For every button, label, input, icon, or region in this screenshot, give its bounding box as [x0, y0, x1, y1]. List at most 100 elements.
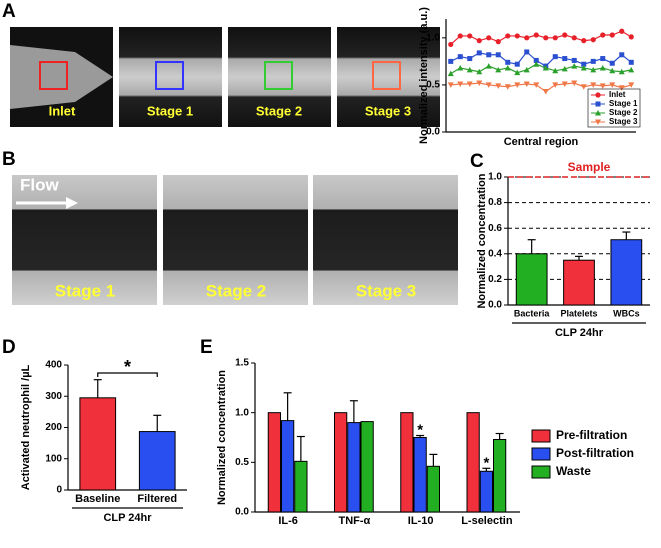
image-label: Stage 3	[365, 103, 411, 118]
legend-label: Stage 1	[609, 99, 638, 108]
point	[485, 82, 492, 88]
annotation: Sample	[568, 160, 611, 174]
point	[486, 52, 492, 58]
point	[476, 80, 483, 87]
bar	[281, 420, 295, 513]
point	[609, 82, 616, 88]
image-label: Stage 1	[147, 103, 193, 118]
point	[467, 56, 473, 62]
point	[448, 58, 454, 64]
y-tick-label: 100	[45, 453, 62, 464]
x-tick-label: IL-10	[408, 515, 434, 527]
y-tick-label: 1.0	[426, 32, 440, 43]
point	[600, 32, 606, 38]
y-tick-label: 0.6	[488, 223, 502, 234]
point	[599, 83, 606, 89]
point	[476, 50, 482, 56]
x-tick-label: Platelets	[560, 308, 597, 318]
point	[476, 38, 482, 44]
point	[466, 81, 473, 87]
point	[524, 49, 530, 55]
bar	[267, 412, 281, 513]
bar	[138, 431, 176, 491]
panel-label: B	[2, 149, 16, 170]
x-tick-label: L-selectin	[461, 515, 513, 527]
x-tick-label: Baseline	[75, 493, 120, 505]
point	[495, 52, 501, 58]
legend-label: Post-filtration	[556, 446, 634, 460]
point	[590, 82, 597, 88]
panel-b-images: Flow Stage 1 Stage 2 Stage 3	[12, 175, 458, 305]
point	[609, 67, 616, 74]
point	[542, 89, 549, 95]
bar	[334, 412, 348, 513]
point	[486, 35, 492, 41]
bar	[610, 239, 643, 306]
point	[628, 34, 634, 40]
annotation: *	[483, 454, 489, 471]
point	[514, 33, 520, 39]
image-tile	[119, 27, 222, 127]
legend-label: Stage 3	[609, 117, 638, 126]
point	[467, 33, 473, 39]
point	[495, 83, 502, 89]
point	[457, 81, 464, 87]
point	[514, 61, 520, 67]
roi	[155, 61, 184, 90]
bar	[413, 437, 427, 513]
point	[447, 70, 454, 77]
x-axis-label: Central region	[504, 136, 579, 148]
point	[618, 68, 625, 75]
point	[619, 28, 625, 34]
point	[533, 82, 540, 88]
y-tick-label: 400	[45, 360, 62, 371]
roi	[39, 61, 68, 90]
roi	[372, 61, 401, 90]
bar	[294, 460, 308, 513]
legend-swatch	[531, 429, 551, 443]
y-tick-label: 0	[56, 485, 62, 496]
point	[552, 82, 559, 88]
point	[609, 60, 615, 66]
y-tick-label: 1.5	[235, 358, 249, 369]
point	[599, 64, 606, 71]
bar	[360, 421, 374, 513]
image-tile	[163, 175, 308, 305]
point	[514, 82, 521, 88]
point	[533, 57, 539, 63]
bar	[400, 412, 414, 513]
point	[457, 64, 464, 71]
point	[628, 59, 634, 65]
x-tick-label: Bacteria	[514, 308, 551, 318]
point	[581, 61, 587, 67]
legend-label: Waste	[556, 464, 591, 478]
point	[533, 32, 539, 38]
point	[571, 57, 577, 63]
point	[571, 80, 578, 87]
y-axis-label: Activated neutrophil /µL	[20, 364, 32, 490]
bar	[563, 259, 595, 306]
point	[514, 69, 521, 76]
y-tick-label: 1.0	[235, 407, 249, 418]
legend-marker	[595, 101, 601, 107]
y-tick-label: 0.0	[235, 507, 249, 518]
legend-label: Pre-filtration	[556, 428, 627, 442]
point	[495, 66, 502, 73]
image-label: Stage 1	[55, 281, 115, 300]
point	[590, 66, 597, 73]
y-tick-label: 0.8	[488, 197, 502, 208]
point	[495, 39, 501, 45]
bar	[479, 470, 493, 513]
panel-label: D	[2, 337, 16, 358]
point	[628, 66, 635, 73]
point	[457, 33, 463, 39]
point	[542, 64, 549, 71]
point	[581, 38, 587, 44]
legend-swatch	[531, 465, 551, 479]
channel	[10, 45, 113, 109]
image-tile	[12, 175, 157, 305]
panel-label: A	[2, 1, 16, 22]
y-tick-label: 1.0	[488, 172, 502, 183]
roi	[264, 61, 293, 90]
